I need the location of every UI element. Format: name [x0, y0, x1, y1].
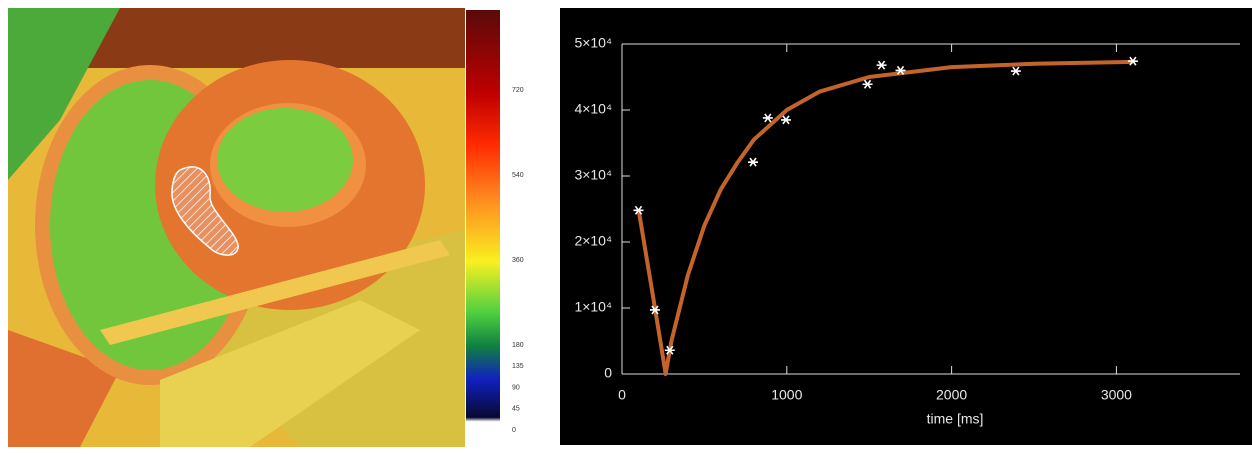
- colorbar-tick-label: 45: [512, 406, 520, 413]
- x-tick-label: 1000: [771, 387, 802, 403]
- data-point: [862, 79, 873, 89]
- colorbar-tick-label: 720: [512, 87, 524, 94]
- data-point: [1127, 56, 1138, 66]
- colorbar-tick-label: 135: [512, 363, 524, 370]
- colorbar-tick-label: 180: [512, 342, 524, 349]
- x-tick-label: 3000: [1101, 387, 1132, 403]
- data-point: [780, 115, 791, 125]
- y-tick-label: 3×10⁴: [574, 167, 612, 183]
- data-point: [895, 65, 906, 75]
- colorbar: [466, 10, 500, 430]
- colorbar-tick-label: 90: [512, 384, 520, 391]
- fit-curve: [636, 59, 1133, 376]
- data-point: [748, 157, 759, 167]
- colorbar-tick-label: 360: [512, 257, 524, 264]
- data-point: [762, 113, 773, 123]
- x-tick-label: 0: [618, 387, 626, 403]
- colorbar-tick-label: 540: [512, 172, 524, 179]
- y-tick-label: 5×10⁴: [574, 35, 612, 51]
- x-axis-label: time [ms]: [927, 411, 984, 427]
- data-point: [633, 205, 644, 215]
- x-tick-label: 2000: [936, 387, 967, 403]
- data-point: [649, 305, 660, 315]
- chart-background: [560, 8, 1252, 445]
- y-tick-label: 0: [604, 365, 612, 381]
- t1-map-image: [8, 8, 465, 447]
- y-tick-label: 2×10⁴: [574, 233, 612, 249]
- y-tick-label: 4×10⁴: [574, 101, 612, 117]
- colorbar-tick-label: 0: [512, 427, 516, 434]
- data-point: [1010, 66, 1021, 76]
- data-point: [876, 60, 887, 70]
- y-tick-label: 1×10⁴: [574, 299, 612, 315]
- data-point: [664, 345, 675, 355]
